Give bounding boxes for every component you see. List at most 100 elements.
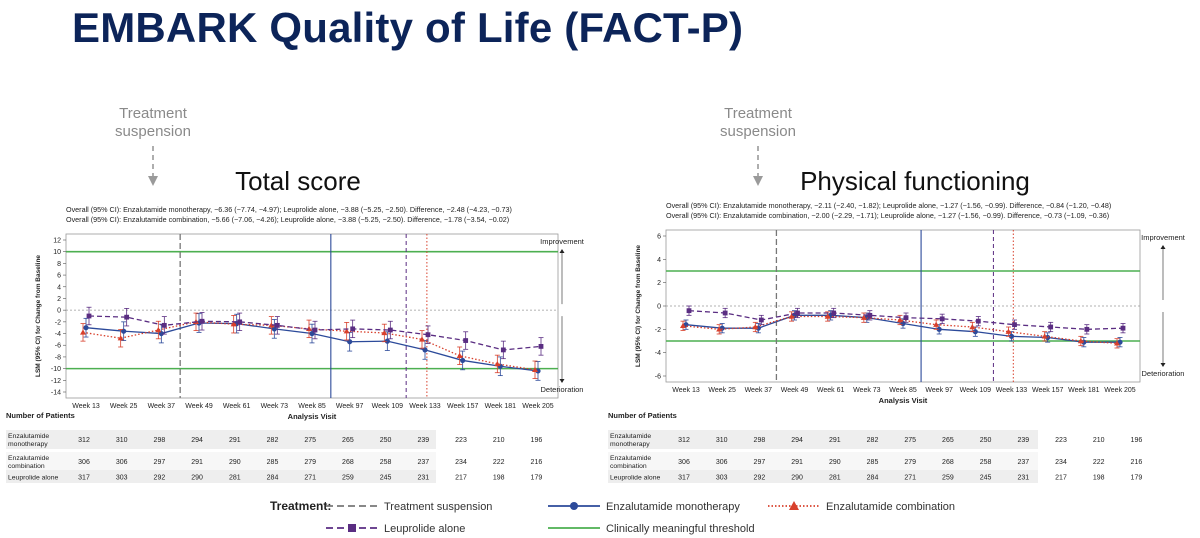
data-point <box>1005 328 1012 334</box>
patients-row-label: Leuprolide alone <box>610 475 660 482</box>
y-tick-label: 0 <box>57 308 61 315</box>
patients-count: 239 <box>1017 437 1029 444</box>
patients-count: 275 <box>904 437 916 444</box>
x-tick-label: Week 61 <box>817 387 845 394</box>
x-tick-label: Week 13 <box>72 403 100 410</box>
patients-row-bg <box>6 470 436 483</box>
data-point <box>347 339 353 345</box>
patients-count: 217 <box>1055 475 1067 482</box>
patients-count: 216 <box>1131 459 1143 466</box>
patients-count: 234 <box>1055 459 1067 466</box>
data-point <box>975 318 981 324</box>
data-point <box>1041 333 1048 339</box>
y-tick-label: -2 <box>655 327 661 334</box>
patients-count: 298 <box>754 437 766 444</box>
data-point <box>936 326 942 332</box>
data-point <box>972 329 978 335</box>
data-point <box>312 327 318 333</box>
x-tick-label: Week 49 <box>781 387 809 394</box>
deterioration-label: Deterioration <box>1142 369 1185 378</box>
patients-count: 290 <box>791 475 803 482</box>
data-point <box>1114 340 1120 346</box>
data-point <box>903 315 909 321</box>
y-tick-label: 2 <box>57 296 61 303</box>
patients-count: 281 <box>829 475 841 482</box>
y-axis-label: LSM (95% CI) for Change from Baseline <box>635 245 642 367</box>
data-point <box>306 325 312 332</box>
patients-heading: Number of Patients <box>608 411 677 420</box>
deterioration-label: Deterioration <box>541 385 584 394</box>
data-point <box>422 347 428 353</box>
legend-label: Enzalutamide monotherapy <box>606 501 740 513</box>
data-point <box>274 322 280 328</box>
x-axis-label: Analysis Visit <box>288 412 337 421</box>
data-point <box>117 335 124 341</box>
x-tick-label: Week 205 <box>522 403 553 410</box>
plot-frame <box>65 233 559 399</box>
data-point <box>1084 326 1090 332</box>
data-point <box>83 325 89 331</box>
data-point <box>80 329 86 335</box>
patients-count: 259 <box>342 475 354 482</box>
patients-count: 284 <box>867 475 879 482</box>
x-tick-label: Week 13 <box>672 387 700 394</box>
patients-row-bg <box>6 430 436 449</box>
data-point <box>460 357 466 364</box>
data-point <box>350 326 356 332</box>
improvement-arrow-head <box>1160 245 1166 249</box>
patients-count: 222 <box>1093 459 1105 466</box>
data-point <box>686 308 692 314</box>
x-tick-label: Week 85 <box>889 387 917 394</box>
y-tick-label: -10 <box>51 366 61 373</box>
patients-count: 275 <box>304 437 316 444</box>
data-point <box>538 344 544 349</box>
y-tick-label: 8 <box>57 261 61 268</box>
total-score-chart: Treatment suspension Total score Overall (9… <box>6 105 585 483</box>
patients-row-bg <box>608 430 1038 449</box>
data-point <box>969 324 976 330</box>
patients-count: 223 <box>1055 437 1067 444</box>
patients-count: 234 <box>455 459 467 466</box>
patients-count: 210 <box>493 437 505 444</box>
patients-count: 290 <box>229 459 241 466</box>
patients-count: 231 <box>417 475 429 482</box>
patients-count: 282 <box>867 437 879 444</box>
patients-count: 245 <box>980 475 992 482</box>
x-tick-label: Week 85 <box>298 403 326 410</box>
legend-marker <box>570 502 578 510</box>
patients-count: 279 <box>904 459 916 466</box>
patients-count: 179 <box>1131 475 1143 482</box>
data-point <box>419 336 425 342</box>
patients-count: 291 <box>191 459 203 466</box>
patients-count: 306 <box>716 459 728 466</box>
patients-count: 306 <box>78 459 90 466</box>
data-point <box>343 328 350 334</box>
y-tick-label: 6 <box>57 273 61 280</box>
legend-label: Treatment suspension <box>384 501 492 513</box>
patients-count: 291 <box>829 437 841 444</box>
patients-count: 297 <box>754 459 766 466</box>
data-point <box>387 327 393 333</box>
y-tick-label: -12 <box>51 378 61 385</box>
data-point <box>795 310 800 316</box>
x-tick-label: Week 97 <box>336 403 364 410</box>
x-tick-label: Week 61 <box>223 403 251 410</box>
patients-row-label: Enzalutamide monotherapy <box>610 433 651 448</box>
improvement-label: Improvement <box>540 237 585 246</box>
patients-count: 310 <box>116 437 128 444</box>
patients-count: 292 <box>154 475 166 482</box>
y-tick-label: -4 <box>55 331 61 338</box>
x-tick-label: Week 25 <box>110 403 138 410</box>
x-tick-label: Week 49 <box>185 403 213 410</box>
y-tick-label: 6 <box>657 234 661 241</box>
data-point <box>933 321 940 327</box>
data-point <box>897 317 903 323</box>
data-point <box>86 313 92 319</box>
patients-count: 303 <box>116 475 128 482</box>
patients-count: 210 <box>1093 437 1105 444</box>
patients-count: 285 <box>867 459 879 466</box>
y-tick-label: -14 <box>51 390 61 397</box>
y-tick-label: -6 <box>55 343 61 350</box>
data-point <box>456 352 463 358</box>
